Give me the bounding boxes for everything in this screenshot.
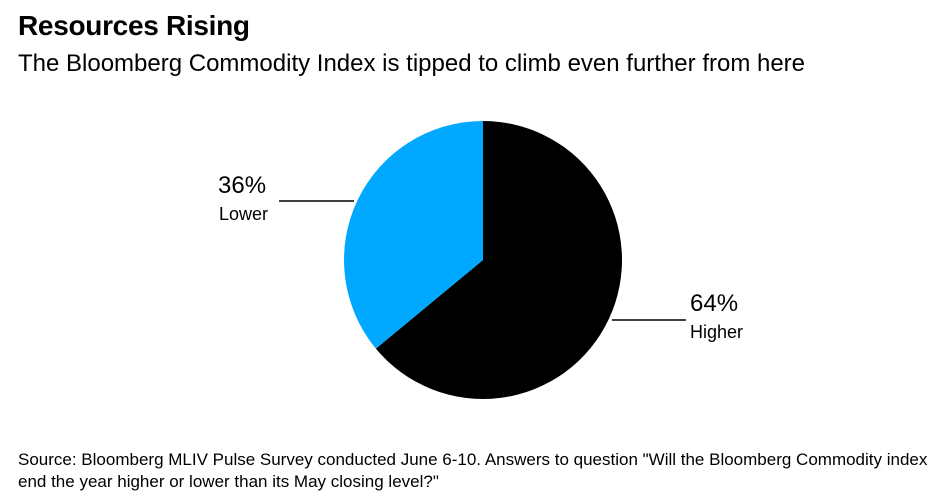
slice-value-label-lower: 36% <box>218 172 267 199</box>
chart-title: Resources Rising <box>18 10 250 41</box>
slice-category-label-higher: Higher <box>690 322 744 342</box>
source-note: Source: Bloomberg MLIV Pulse Survey cond… <box>18 450 928 491</box>
pie-slice-higher <box>375 121 623 399</box>
slice-category-label-lower: Lower <box>219 204 269 224</box>
slice-value-label-higher: 64% <box>690 290 739 317</box>
chart-subtitle: The Bloomberg Commodity Index is tipped … <box>18 50 806 77</box>
pie-slice-lower <box>344 121 483 349</box>
